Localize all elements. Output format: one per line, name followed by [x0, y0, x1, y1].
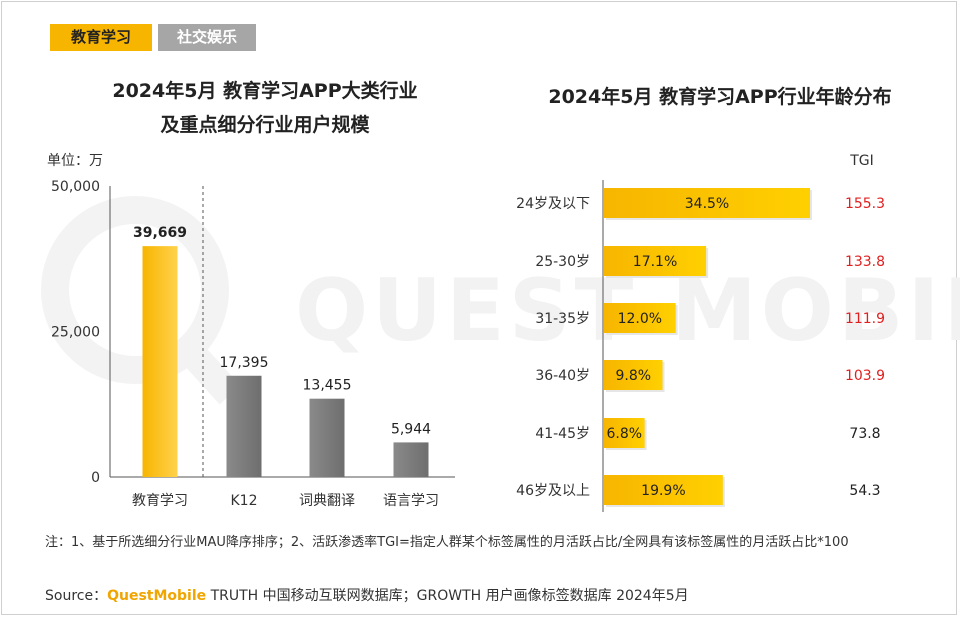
left-chart-title-line1: 2024年5月 教育学习APP大类行业: [112, 80, 418, 102]
x-tick-label: 语言学习: [383, 493, 439, 509]
bar-value-label: 17,395: [220, 355, 269, 371]
age-bar-value-label: 9.8%: [615, 368, 651, 384]
x-tick-label: 教育学习: [132, 493, 188, 509]
bar-value-label: 39,669: [133, 225, 187, 241]
bar-value-label: 13,455: [303, 378, 352, 394]
age-bar-value-label: 12.0%: [618, 311, 662, 327]
age-bar-3: [604, 303, 676, 333]
footnote: 注：1、基于所选细分行业MAU降序排序；2、活跃渗透率TGI=指定人群某个标签属…: [45, 535, 849, 550]
age-category-label: 36-40岁: [535, 368, 590, 384]
watermark-logo-tail: [169, 330, 241, 405]
x-tick-label: 词典翻译: [299, 493, 355, 509]
tgi-value: 111.9: [845, 311, 885, 327]
y-tick-label: 25,000: [51, 325, 100, 341]
unit-label: 单位：万: [47, 153, 103, 169]
source-line: Source：QuestMobile TRUTH 中国移动互联网数据库；GROW…: [45, 585, 689, 605]
tgi-value: 73.8: [849, 426, 880, 442]
age-bar-value-label: 17.1%: [633, 254, 677, 270]
bar-3: [309, 398, 345, 477]
tgi-value: 155.3: [845, 196, 885, 212]
age-bar-value-label: 6.8%: [607, 426, 643, 442]
age-category-label: 24岁及以下: [516, 196, 590, 212]
tgi-header: TGI: [849, 153, 874, 169]
tgi-value: 54.3: [849, 483, 880, 499]
x-tick-label: K12: [231, 493, 258, 509]
age-bar-value-label: 34.5%: [685, 196, 729, 212]
age-category-label: 41-45岁: [535, 426, 590, 442]
source-brand: QuestMobile: [107, 588, 207, 604]
y-tick-label: 0: [91, 470, 100, 486]
bar-1: [142, 246, 178, 477]
watermark-logo-icon: [41, 196, 229, 384]
age-bar-6: [604, 475, 723, 505]
left-chart-title-line2: 及重点细分行业用户规模: [160, 114, 370, 136]
right-chart-title: 2024年5月 教育学习APP行业年龄分布: [548, 86, 892, 108]
age-category-label: 25-30岁: [535, 254, 590, 270]
tab-social-entertainment[interactable]: 社交娱乐: [158, 24, 256, 51]
source-prefix: Source：: [45, 588, 108, 604]
tgi-value: 103.9: [845, 368, 885, 384]
bar-2: [226, 375, 262, 477]
age-bar-1: [604, 188, 810, 218]
age-bar-value-label: 19.9%: [641, 483, 685, 499]
bar-value-label: 5,944: [391, 421, 431, 437]
tab-education[interactable]: 教育学习: [50, 24, 152, 51]
age-category-label: 46岁及以上: [516, 483, 590, 499]
source-text: TRUTH 中国移动互联网数据库；GROWTH 用户画像标签数据库 2024年5…: [206, 588, 689, 604]
age-bar-5: [604, 418, 645, 448]
age-category-label: 31-35岁: [535, 311, 590, 327]
age-bar-2: [604, 246, 707, 276]
y-tick-label: 50,000: [51, 179, 100, 195]
age-bar-4: [604, 360, 663, 390]
bar-4: [393, 442, 429, 477]
tgi-value: 133.8: [845, 254, 885, 270]
